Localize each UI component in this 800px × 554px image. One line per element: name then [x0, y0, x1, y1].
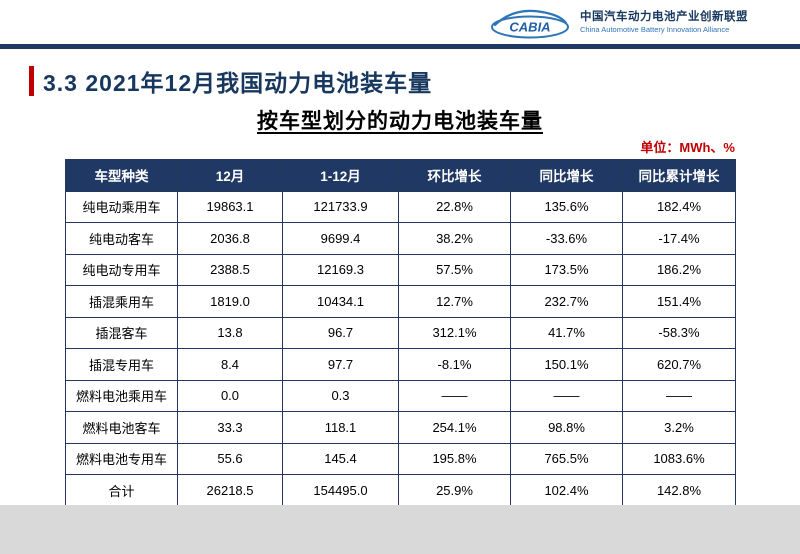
table-cell: ——	[398, 379, 511, 412]
table-row: 插混客车 13.8 96.7 312.1% 41.7% -58.3%	[65, 316, 736, 349]
title-row: 3.3 2021年12月我国动力电池装车量	[0, 64, 800, 98]
table-cell: 620.7%	[622, 348, 736, 381]
table-cell: 12.7%	[398, 285, 511, 318]
table-header-row: 车型种类 12月 1-12月 环比增长 同比增长 同比累计增长	[65, 159, 736, 192]
table-row: 燃料电池乘用车 0.0 0.3 —— —— ——	[65, 379, 736, 412]
table-cell: 燃料电池客车	[65, 411, 178, 444]
table-cell: ——	[622, 379, 736, 412]
org-names: 中国汽车动力电池产业创新联盟 China Automotive Battery …	[580, 10, 748, 34]
table-cell: 12169.3	[282, 253, 399, 286]
table-cell: 25.9%	[398, 474, 511, 507]
org-name-cn: 中国汽车动力电池产业创新联盟	[580, 11, 748, 24]
table-header-cell: 12月	[177, 159, 283, 192]
table-cell: 插混专用车	[65, 348, 178, 381]
table-cell: 102.4%	[510, 474, 623, 507]
table-cell: 121733.9	[282, 190, 399, 223]
table-cell: 150.1%	[510, 348, 623, 381]
table-cell: 合计	[65, 474, 178, 507]
table-cell: 55.6	[177, 442, 283, 475]
table-cell: 118.1	[282, 411, 399, 444]
table-cell: -58.3%	[622, 316, 736, 349]
table-cell: 142.8%	[622, 474, 736, 507]
table-cell: 2036.8	[177, 222, 283, 255]
battery-table: 车型种类 12月 1-12月 环比增长 同比增长 同比累计增长 纯电动乘用车 19863.1…	[65, 159, 736, 507]
table-row: 纯电动客车 2036.8 9699.4 38.2% -33.6% -17.4%	[65, 222, 736, 255]
title-accent-bar	[29, 66, 34, 96]
table-cell: ——	[510, 379, 623, 412]
table-header-cell: 同比增长	[510, 159, 623, 192]
table-header-cell: 1-12月	[282, 159, 399, 192]
table-cell: -8.1%	[398, 348, 511, 381]
table-cell: 135.6%	[510, 190, 623, 223]
table-cell: 154495.0	[282, 474, 399, 507]
table-row: 燃料电池客车 33.3 118.1 254.1% 98.8% 3.2%	[65, 411, 736, 444]
table-cell: 26218.5	[177, 474, 283, 507]
table-row: 合计 26218.5 154495.0 25.9% 102.4% 142.8%	[65, 474, 736, 507]
table-cell: 8.4	[177, 348, 283, 381]
org-name-en: China Automotive Battery Innovation Alli…	[580, 24, 730, 34]
table-cell: 0.0	[177, 379, 283, 412]
table-row: 插混乘用车 1819.0 10434.1 12.7% 232.7% 151.4%	[65, 285, 736, 318]
table-cell: 145.4	[282, 442, 399, 475]
table-cell: 燃料电池乘用车	[65, 379, 178, 412]
table-cell: 燃料电池专用车	[65, 442, 178, 475]
unit-label: 单位：MWh、%	[640, 140, 735, 155]
table-cell: 41.7%	[510, 316, 623, 349]
table-body: 纯电动乘用车 19863.1 121733.9 22.8% 135.6% 182.4% 纯电…	[65, 190, 736, 507]
table-cell: -17.4%	[622, 222, 736, 255]
table-cell: 232.7%	[510, 285, 623, 318]
table-cell: 19863.1	[177, 190, 283, 223]
table-cell: 1819.0	[177, 285, 283, 318]
table-cell: 98.8%	[510, 411, 623, 444]
table-cell: 186.2%	[622, 253, 736, 286]
slide-body: 3.3 2021年12月我国动力电池装车量 按车型划分的动力电池装车量 单位：M…	[0, 64, 800, 507]
header-bar: CABIA 中国汽车动力电池产业创新联盟 China Automotive Ba…	[0, 0, 800, 44]
logo: CABIA 中国汽车动力电池产业创新联盟 China Automotive Ba…	[488, 4, 748, 40]
table-cell: 182.4%	[622, 190, 736, 223]
table-cell: -33.6%	[510, 222, 623, 255]
table-cell: 纯电动乘用车	[65, 190, 178, 223]
table-header-cell: 车型种类	[65, 159, 178, 192]
svg-text:CABIA: CABIA	[509, 20, 550, 35]
table-cell: 插混客车	[65, 316, 178, 349]
table-cell: 151.4%	[622, 285, 736, 318]
table-cell: 96.7	[282, 316, 399, 349]
table-cell: 765.5%	[510, 442, 623, 475]
table-cell: 纯电动专用车	[65, 253, 178, 286]
table-cell: 254.1%	[398, 411, 511, 444]
table-cell: 2388.5	[177, 253, 283, 286]
table-cell: 10434.1	[282, 285, 399, 318]
table-cell: 57.5%	[398, 253, 511, 286]
table-cell: 33.3	[177, 411, 283, 444]
table-cell: 312.1%	[398, 316, 511, 349]
footer-strip	[0, 505, 800, 554]
table-cell: 插混乘用车	[65, 285, 178, 318]
slide-title: 3.3 2021年12月我国动力电池装车量	[43, 70, 433, 96]
table-cell: 195.8%	[398, 442, 511, 475]
table-cell: 173.5%	[510, 253, 623, 286]
table-cell: 97.7	[282, 348, 399, 381]
table-cell: 9699.4	[282, 222, 399, 255]
table-header-cell: 环比增长	[398, 159, 511, 192]
table-row: 燃料电池专用车 55.6 145.4 195.8% 765.5% 1083.6%	[65, 442, 736, 475]
table-cell: 0.3	[282, 379, 399, 412]
cabia-logo-icon: CABIA	[491, 9, 569, 39]
table-row: 纯电动专用车 2388.5 12169.3 57.5% 173.5% 186.2%	[65, 253, 736, 286]
header-divider	[0, 44, 800, 49]
table-title: 按车型划分的动力电池装车量	[257, 110, 543, 133]
table-cell: 纯电动客车	[65, 222, 178, 255]
table-cell: 13.8	[177, 316, 283, 349]
table-row: 插混专用车 8.4 97.7 -8.1% 150.1% 620.7%	[65, 348, 736, 381]
table-row: 纯电动乘用车 19863.1 121733.9 22.8% 135.6% 182.4%	[65, 190, 736, 223]
table-cell: 38.2%	[398, 222, 511, 255]
table-cell: 3.2%	[622, 411, 736, 444]
table-header-cell: 同比累计增长	[622, 159, 736, 192]
table-cell: 22.8%	[398, 190, 511, 223]
table-cell: 1083.6%	[622, 442, 736, 475]
